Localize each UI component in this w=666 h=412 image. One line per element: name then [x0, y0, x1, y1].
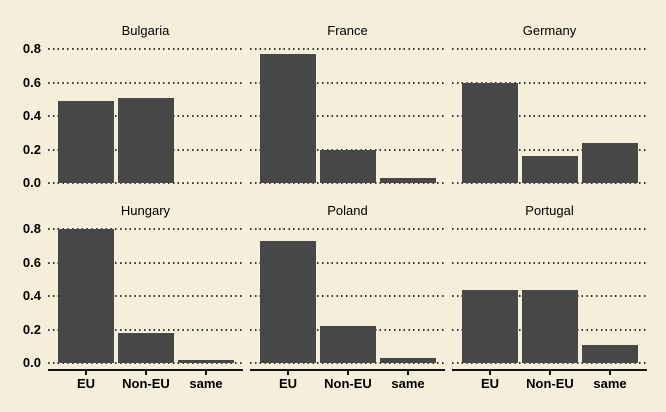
- bar-eu: [58, 229, 114, 363]
- gridline: [48, 182, 243, 184]
- gridline: [452, 362, 647, 364]
- x-tick-label: EU: [278, 376, 298, 391]
- x-tick-label: same: [593, 376, 627, 391]
- y-tick-label: 0.6: [22, 254, 41, 270]
- x-axis-tick: [549, 369, 551, 375]
- gridline: [250, 362, 445, 364]
- facet-panel-poland: Poland EU Non-EU same: [250, 0, 445, 412]
- facet-panel-portugal: Portugal EU Non-EU same: [452, 0, 647, 412]
- bar-non-eu: [118, 333, 174, 363]
- x-tick-label: Non-EU: [324, 376, 372, 391]
- bar-same: [380, 358, 436, 363]
- gridline: [452, 182, 647, 184]
- bar-eu: [462, 83, 518, 183]
- gridline: [250, 148, 445, 151]
- gridline: [250, 261, 445, 264]
- x-axis-tick: [609, 369, 611, 375]
- facet-panel-bulgaria: Bulgaria: [48, 0, 243, 412]
- x-tick-label: same: [391, 376, 425, 391]
- facet-panel-france: France: [250, 0, 445, 412]
- gridline: [250, 81, 445, 84]
- y-tick-label: 0.4: [22, 108, 41, 124]
- bar-non-eu: [320, 150, 376, 183]
- panel-title: Portugal: [525, 203, 574, 218]
- x-axis-tick: [205, 369, 207, 375]
- gridline: [250, 228, 445, 231]
- panel-title: Germany: [522, 23, 577, 38]
- gridline: [250, 182, 445, 184]
- x-axis-tick: [489, 369, 491, 375]
- gridline: [48, 328, 243, 331]
- bar-non-eu: [522, 156, 578, 183]
- panel-title: France: [327, 23, 368, 38]
- gridline: [452, 48, 647, 51]
- gridline: [48, 81, 243, 84]
- y-tick-label: 0.8: [22, 221, 41, 237]
- bar-eu: [58, 101, 114, 183]
- bar-non-eu: [522, 290, 578, 363]
- y-tick-label: 0.2: [22, 141, 41, 157]
- bar-non-eu: [320, 326, 376, 363]
- bar-same: [178, 360, 234, 363]
- x-axis-tick: [407, 369, 409, 375]
- bar-same: [380, 178, 436, 183]
- y-tick-label: 0.6: [22, 74, 41, 90]
- gridline: [452, 115, 647, 118]
- x-axis-tick: [85, 369, 87, 375]
- x-tick-label: Non-EU: [122, 376, 170, 391]
- gridline: [250, 115, 445, 118]
- x-tick-label: EU: [76, 376, 96, 391]
- gridline: [48, 48, 243, 51]
- gridline: [452, 81, 647, 84]
- x-tick-label: EU: [480, 376, 500, 391]
- bar-eu: [260, 241, 316, 363]
- gridline: [48, 261, 243, 264]
- bar-non-eu: [118, 98, 174, 183]
- x-tick-label: same: [189, 376, 223, 391]
- x-axis-tick: [145, 369, 147, 375]
- bar-eu: [260, 54, 316, 183]
- panel-title: Bulgaria: [121, 23, 170, 38]
- gridline: [250, 48, 445, 51]
- gridline: [452, 228, 647, 231]
- panel-title: Hungary: [120, 203, 171, 218]
- gridline: [250, 295, 445, 298]
- y-tick-label: 0.0: [22, 175, 41, 190]
- facet-panel-hungary: Hungary EU Non-EU same: [48, 0, 243, 412]
- y-tick-label: 0.0: [22, 355, 41, 370]
- bar-eu: [462, 290, 518, 363]
- facet-panel-germany: Germany: [452, 0, 647, 412]
- bar-same: [582, 345, 638, 363]
- bar-same: [582, 143, 638, 183]
- y-tick-label: 0.4: [22, 288, 41, 304]
- x-axis-tick: [347, 369, 349, 375]
- gridline: [452, 261, 647, 264]
- gridline: [48, 228, 243, 231]
- gridline: [452, 148, 647, 151]
- y-tick-label: 0.2: [22, 321, 41, 337]
- y-tick-label: 0.8: [22, 41, 41, 57]
- gridline: [48, 362, 243, 364]
- x-axis-tick: [287, 369, 289, 375]
- panel-title: Poland: [327, 203, 368, 218]
- x-tick-label: Non-EU: [526, 376, 574, 391]
- gridline: [48, 295, 243, 298]
